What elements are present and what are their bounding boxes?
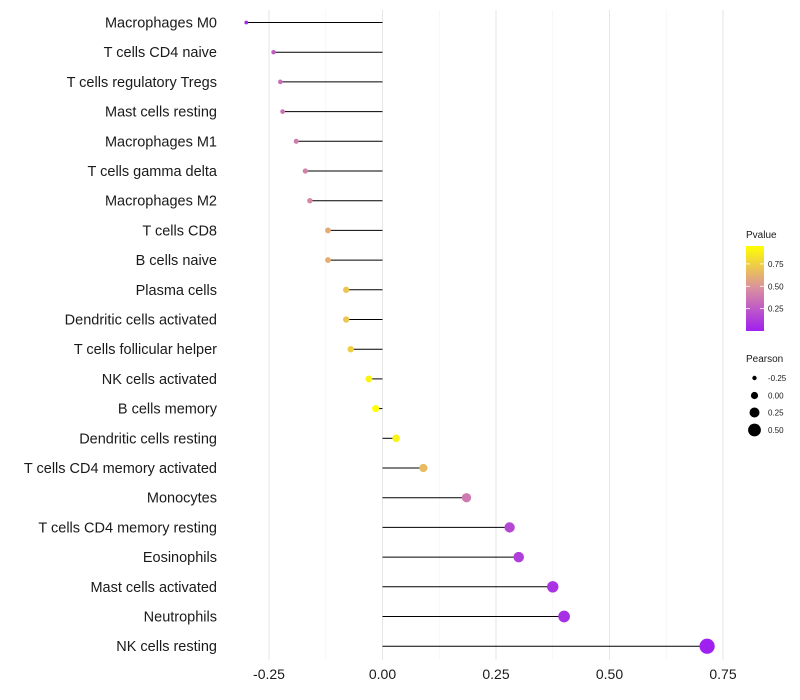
lollipop-point (365, 375, 373, 383)
category-label: Mast cells activated (90, 580, 217, 596)
x-tick-label: 0.75 (709, 666, 736, 682)
lollipop-point (244, 20, 249, 25)
lollipop-point (558, 610, 570, 623)
pearson-size-label: 0.25 (768, 409, 784, 418)
lollipop-point (372, 405, 380, 413)
pearson-size-key (752, 375, 757, 381)
grid-layer (268, 10, 724, 660)
lollipop-point (547, 581, 559, 593)
pvalue-colorbar (746, 246, 764, 331)
pearson-size-label: 0.50 (768, 426, 784, 435)
lollipop-point (513, 551, 524, 563)
lollipop-point (343, 286, 350, 293)
category-label: Dendritic cells activated (65, 313, 217, 329)
category-label: Macrophages M0 (105, 16, 217, 32)
pvalue-legend: Pvalue 0.25 0.50 0.75 (746, 230, 784, 331)
lollipop-point (325, 257, 331, 264)
category-label: B cells memory (118, 402, 218, 418)
lollipop-point (302, 168, 308, 174)
category-label: Macrophages M2 (105, 194, 217, 210)
category-label: T cells follicular helper (74, 342, 217, 358)
category-label: Eosinophils (143, 550, 217, 566)
lollipop-point (347, 345, 354, 353)
lollipop-point (392, 434, 400, 443)
pearson-size-label: 0.00 (768, 392, 784, 401)
category-labels: Macrophages M0 T cells CD4 naive T cells r… (24, 16, 218, 656)
pvalue-tick-label: 0.75 (768, 260, 784, 269)
lollipop-point (343, 316, 350, 323)
lollipop-point (699, 638, 715, 654)
lollipop-point (271, 49, 276, 55)
x-tick-label: 0.50 (596, 666, 623, 682)
pearson-legend: Pearson -0.25 0.00 0.25 0.50 (746, 354, 787, 437)
pearson-size-key (749, 407, 760, 418)
pvalue-tick-label: 0.25 (768, 305, 784, 314)
category-label: Neutrophils (144, 610, 217, 626)
category-label: NK cells resting (116, 639, 217, 655)
x-tick-label: -0.25 (253, 666, 285, 682)
category-label: Dendritic cells resting (79, 431, 217, 447)
lollipop-point (504, 522, 515, 533)
lollipop-point (461, 493, 472, 503)
pearson-size-label: -0.25 (768, 374, 787, 383)
lollipop-point (307, 197, 313, 204)
lollipop-point (325, 227, 331, 234)
pearson-size-key (750, 391, 759, 400)
category-label: T cells CD4 naive (104, 45, 217, 61)
category-label: B cells naive (136, 253, 217, 269)
pvalue-legend-title: Pvalue (746, 230, 777, 241)
pvalue-tick-label: 0.50 (768, 282, 784, 291)
category-label: T cells CD8 (142, 223, 217, 239)
lollipop-point (280, 109, 285, 114)
x-tick-label: 0.00 (369, 666, 396, 682)
category-label: T cells gamma delta (88, 164, 218, 180)
stem-layer (246, 22, 708, 647)
category-label: Mast cells resting (105, 105, 217, 121)
lollipop-point (293, 138, 299, 144)
x-axis-tick-labels: -0.25 0.00 0.25 0.50 0.75 (253, 666, 737, 682)
pearson-size-key (748, 423, 761, 437)
category-label: Monocytes (147, 491, 217, 507)
category-label: T cells CD4 memory activated (24, 461, 217, 477)
pearson-legend-title: Pearson (746, 354, 783, 365)
category-label: NK cells activated (102, 372, 217, 388)
lollipop-point (278, 79, 283, 85)
category-label: T cells CD4 memory resting (38, 520, 217, 536)
category-label: T cells regulatory Tregs (67, 75, 217, 91)
category-label: Plasma cells (136, 283, 217, 299)
lollipop-point (419, 463, 428, 473)
x-tick-label: 0.25 (482, 666, 509, 682)
category-label: Macrophages M1 (105, 134, 217, 150)
point-layer (244, 20, 715, 654)
